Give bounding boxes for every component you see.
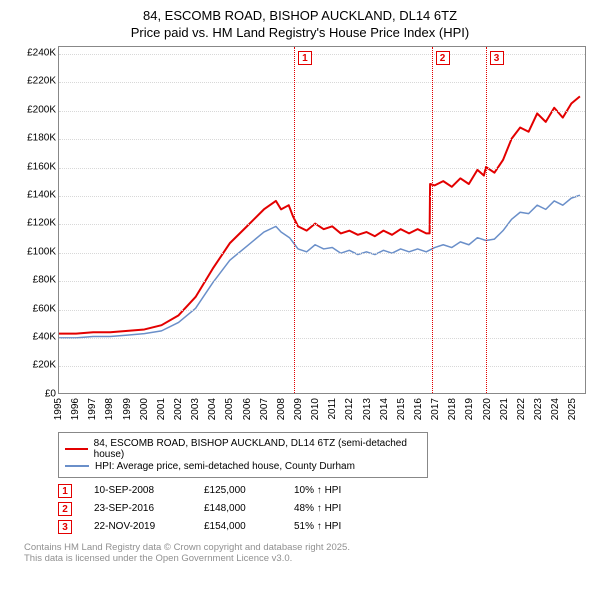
event-date-2: 23-SEP-2016 [94,503,204,514]
gridline-h [59,54,585,55]
gridline-h [59,139,585,140]
attribution-line-2: This data is licensed under the Open Gov… [24,553,600,564]
x-tick-label: 2015 [396,398,407,420]
y-tick-label: £60K [33,303,56,314]
y-tick-label: £80K [33,275,56,286]
event-marker-2: 2 [58,502,72,516]
event-date-3: 22-NOV-2019 [94,521,204,532]
title-line-2: Price paid vs. HM Land Registry's House … [0,25,600,42]
attribution-line-1: Contains HM Land Registry data © Crown c… [24,542,600,553]
event-marker-1: 1 [58,484,72,498]
series-line-property [59,96,580,333]
event-row-3: 3 22-NOV-2019 £154,000 51% ↑ HPI [58,520,600,534]
x-tick-label: 1995 [53,398,64,420]
event-line-3 [486,47,487,393]
y-tick-label: £140K [27,189,56,200]
x-tick-label: 1998 [104,398,115,420]
chart-area: 123 £0£20K£40K£60K£80K£100K£120K£140K£16… [18,46,588,426]
y-tick-label: £100K [27,246,56,257]
event-marker-inchart-1: 1 [298,51,312,65]
event-line-2 [432,47,433,393]
legend-label-property: 84, ESCOMB ROAD, BISHOP AUCKLAND, DL14 6… [94,438,421,460]
event-marker-inchart-2: 2 [436,51,450,65]
y-tick-label: £40K [33,331,56,342]
x-tick-label: 2009 [293,398,304,420]
event-delta-1: 10% ↑ HPI [294,485,341,496]
series-line-hpi [59,195,580,338]
legend: 84, ESCOMB ROAD, BISHOP AUCKLAND, DL14 6… [58,432,428,478]
legend-item-property: 84, ESCOMB ROAD, BISHOP AUCKLAND, DL14 6… [65,438,421,460]
x-tick-label: 1999 [122,398,133,420]
x-tick-label: 2006 [242,398,253,420]
gridline-h [59,338,585,339]
title-block: 84, ESCOMB ROAD, BISHOP AUCKLAND, DL14 6… [0,0,600,46]
gridline-h [59,196,585,197]
x-tick-label: 2002 [173,398,184,420]
gridline-h [59,366,585,367]
y-tick-label: £180K [27,133,56,144]
chart-container: 84, ESCOMB ROAD, BISHOP AUCKLAND, DL14 6… [0,0,600,590]
event-price-3: £154,000 [204,521,294,532]
event-price-2: £148,000 [204,503,294,514]
event-marker-3: 3 [58,520,72,534]
x-tick-label: 1996 [70,398,81,420]
x-tick-label: 2024 [550,398,561,420]
event-date-1: 10-SEP-2008 [94,485,204,496]
x-tick-label: 2018 [447,398,458,420]
title-line-1: 84, ESCOMB ROAD, BISHOP AUCKLAND, DL14 6… [0,8,600,25]
event-row-2: 2 23-SEP-2016 £148,000 48% ↑ HPI [58,502,600,516]
gridline-h [59,281,585,282]
x-tick-label: 2025 [567,398,578,420]
y-tick-label: £220K [27,76,56,87]
gridline-h [59,253,585,254]
x-tick-label: 2021 [499,398,510,420]
x-tick-label: 2007 [259,398,270,420]
y-tick-label: £120K [27,218,56,229]
event-price-1: £125,000 [204,485,294,496]
gridline-h [59,111,585,112]
event-delta-3: 51% ↑ HPI [294,521,341,532]
legend-swatch-hpi [65,465,89,467]
x-tick-label: 2020 [482,398,493,420]
x-tick-label: 2003 [190,398,201,420]
x-tick-label: 2012 [344,398,355,420]
x-tick-label: 2008 [276,398,287,420]
x-tick-label: 2019 [464,398,475,420]
events-table: 1 10-SEP-2008 £125,000 10% ↑ HPI 2 23-SE… [58,484,600,534]
gridline-h [59,82,585,83]
event-line-1 [294,47,295,393]
x-tick-label: 1997 [87,398,98,420]
x-tick-label: 2014 [379,398,390,420]
gridline-h [59,168,585,169]
x-tick-label: 2000 [139,398,150,420]
x-tick-label: 2011 [327,398,338,420]
x-tick-label: 2004 [207,398,218,420]
x-tick-label: 2013 [362,398,373,420]
y-tick-label: £160K [27,161,56,172]
gridline-h [59,224,585,225]
line-series-svg [59,47,585,393]
x-tick-label: 2005 [224,398,235,420]
legend-swatch-property [65,448,88,450]
legend-item-hpi: HPI: Average price, semi-detached house,… [65,461,421,472]
event-row-1: 1 10-SEP-2008 £125,000 10% ↑ HPI [58,484,600,498]
x-tick-label: 2001 [156,398,167,420]
event-marker-inchart-3: 3 [490,51,504,65]
gridline-h [59,310,585,311]
x-tick-label: 2016 [413,398,424,420]
attribution: Contains HM Land Registry data © Crown c… [24,542,600,564]
plot-region: 1 2 3 [58,46,586,394]
x-tick-label: 2010 [310,398,321,420]
x-tick-label: 2022 [516,398,527,420]
event-delta-2: 48% ↑ HPI [294,503,341,514]
y-tick-label: £20K [33,360,56,371]
y-tick-label: £200K [27,104,56,115]
x-tick-label: 2023 [533,398,544,420]
x-tick-label: 2017 [430,398,441,420]
y-tick-label: £240K [27,47,56,58]
legend-label-hpi: HPI: Average price, semi-detached house,… [95,461,355,472]
